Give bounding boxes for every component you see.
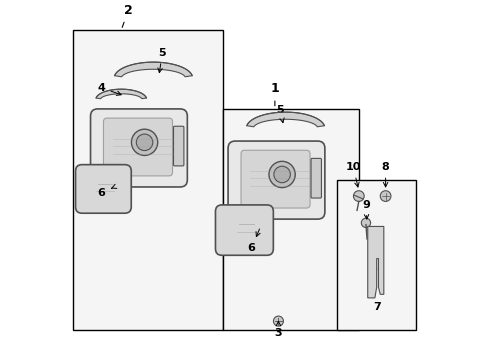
Circle shape bbox=[268, 161, 295, 188]
FancyBboxPatch shape bbox=[75, 165, 131, 213]
Circle shape bbox=[361, 218, 370, 228]
FancyBboxPatch shape bbox=[227, 141, 324, 219]
Text: 8: 8 bbox=[381, 162, 388, 187]
Text: 3: 3 bbox=[274, 321, 282, 338]
Text: 7: 7 bbox=[372, 302, 380, 312]
Polygon shape bbox=[367, 226, 383, 298]
Text: 6: 6 bbox=[247, 229, 260, 253]
FancyBboxPatch shape bbox=[310, 158, 321, 198]
Text: 4: 4 bbox=[98, 83, 121, 95]
FancyBboxPatch shape bbox=[173, 126, 183, 166]
Circle shape bbox=[273, 166, 290, 183]
FancyBboxPatch shape bbox=[215, 205, 273, 255]
Text: 9: 9 bbox=[361, 200, 369, 219]
Text: 2: 2 bbox=[122, 4, 133, 27]
Text: 6: 6 bbox=[98, 184, 117, 198]
Text: 10: 10 bbox=[345, 162, 361, 187]
Circle shape bbox=[131, 129, 157, 156]
FancyBboxPatch shape bbox=[223, 109, 358, 330]
Text: 1: 1 bbox=[270, 82, 279, 106]
FancyBboxPatch shape bbox=[241, 150, 309, 208]
FancyBboxPatch shape bbox=[90, 109, 187, 187]
Circle shape bbox=[380, 191, 390, 202]
Polygon shape bbox=[96, 89, 146, 99]
Text: 5: 5 bbox=[276, 105, 284, 123]
FancyBboxPatch shape bbox=[73, 30, 223, 330]
FancyBboxPatch shape bbox=[103, 118, 172, 176]
Polygon shape bbox=[246, 112, 324, 127]
Text: 5: 5 bbox=[158, 48, 166, 73]
FancyBboxPatch shape bbox=[337, 180, 415, 330]
Circle shape bbox=[353, 191, 364, 202]
Circle shape bbox=[136, 134, 153, 150]
Polygon shape bbox=[114, 62, 192, 77]
Circle shape bbox=[273, 316, 283, 326]
